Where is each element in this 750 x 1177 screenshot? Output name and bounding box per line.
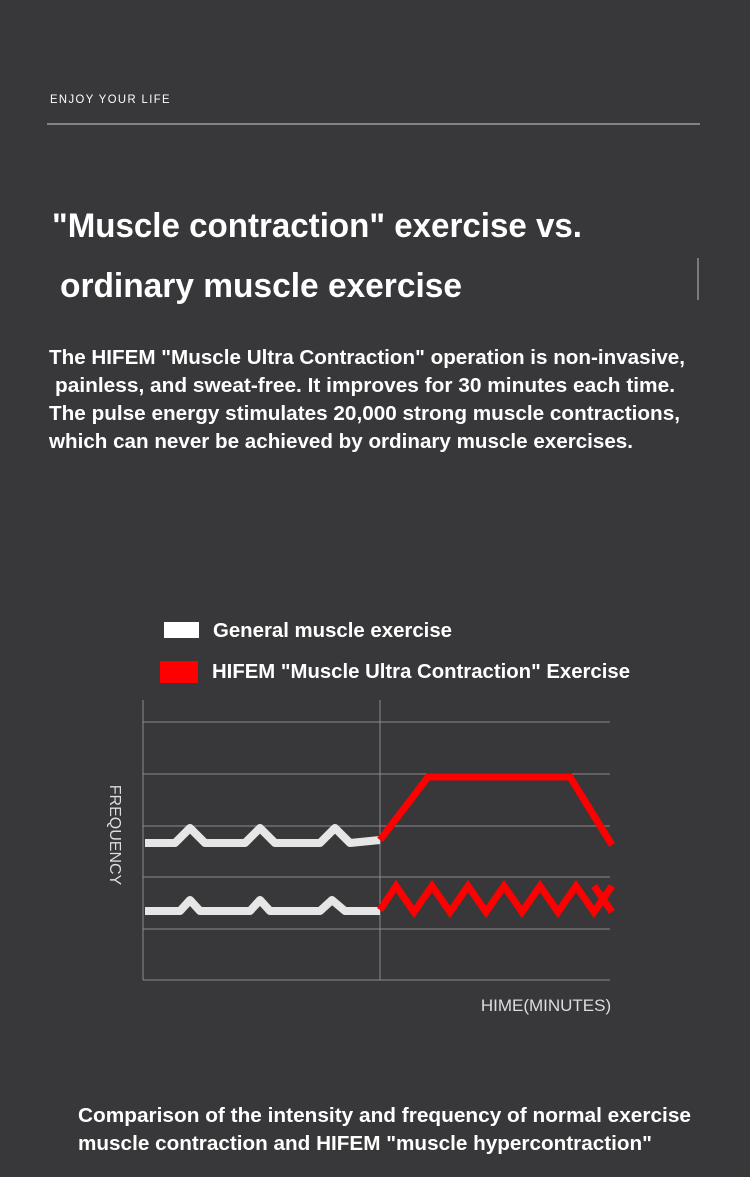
hifem-wave [377, 773, 615, 847]
title-line: ordinary muscle exercise [60, 267, 462, 305]
general-wave [145, 824, 381, 847]
description-line: which can never be achieved by ordinary … [48, 431, 633, 453]
diagram-frame [142, 700, 610, 981]
tagline: ENJOY YOUR LIFE [50, 92, 171, 106]
legend-swatch [160, 661, 198, 683]
legend-label: HIFEM "Muscle Ultra Contraction" Exercis… [212, 661, 630, 683]
title-line: "Muscle contraction" exercise vs. [52, 207, 582, 245]
y-label: FREQUENCY [106, 785, 123, 886]
legend-swatch [164, 622, 199, 638]
description-line: The pulse energy stimulates 20,000 stron… [49, 403, 680, 425]
x-label: HIME(MINUTES) [481, 996, 611, 1015]
legend-label: General muscle exercise [213, 620, 452, 642]
caption-line: Comparison of the intensity and frequenc… [78, 1105, 691, 1127]
description-line: The HIFEM "Muscle Ultra Contraction" ope… [49, 347, 685, 369]
general-wave [145, 896, 380, 915]
hifem-wave [377, 879, 615, 919]
hifem-wave [591, 884, 615, 914]
caption-line: muscle contraction and HIFEM "muscle hyp… [78, 1133, 652, 1155]
description-line: painless, and sweat-free. It improves fo… [55, 375, 675, 397]
